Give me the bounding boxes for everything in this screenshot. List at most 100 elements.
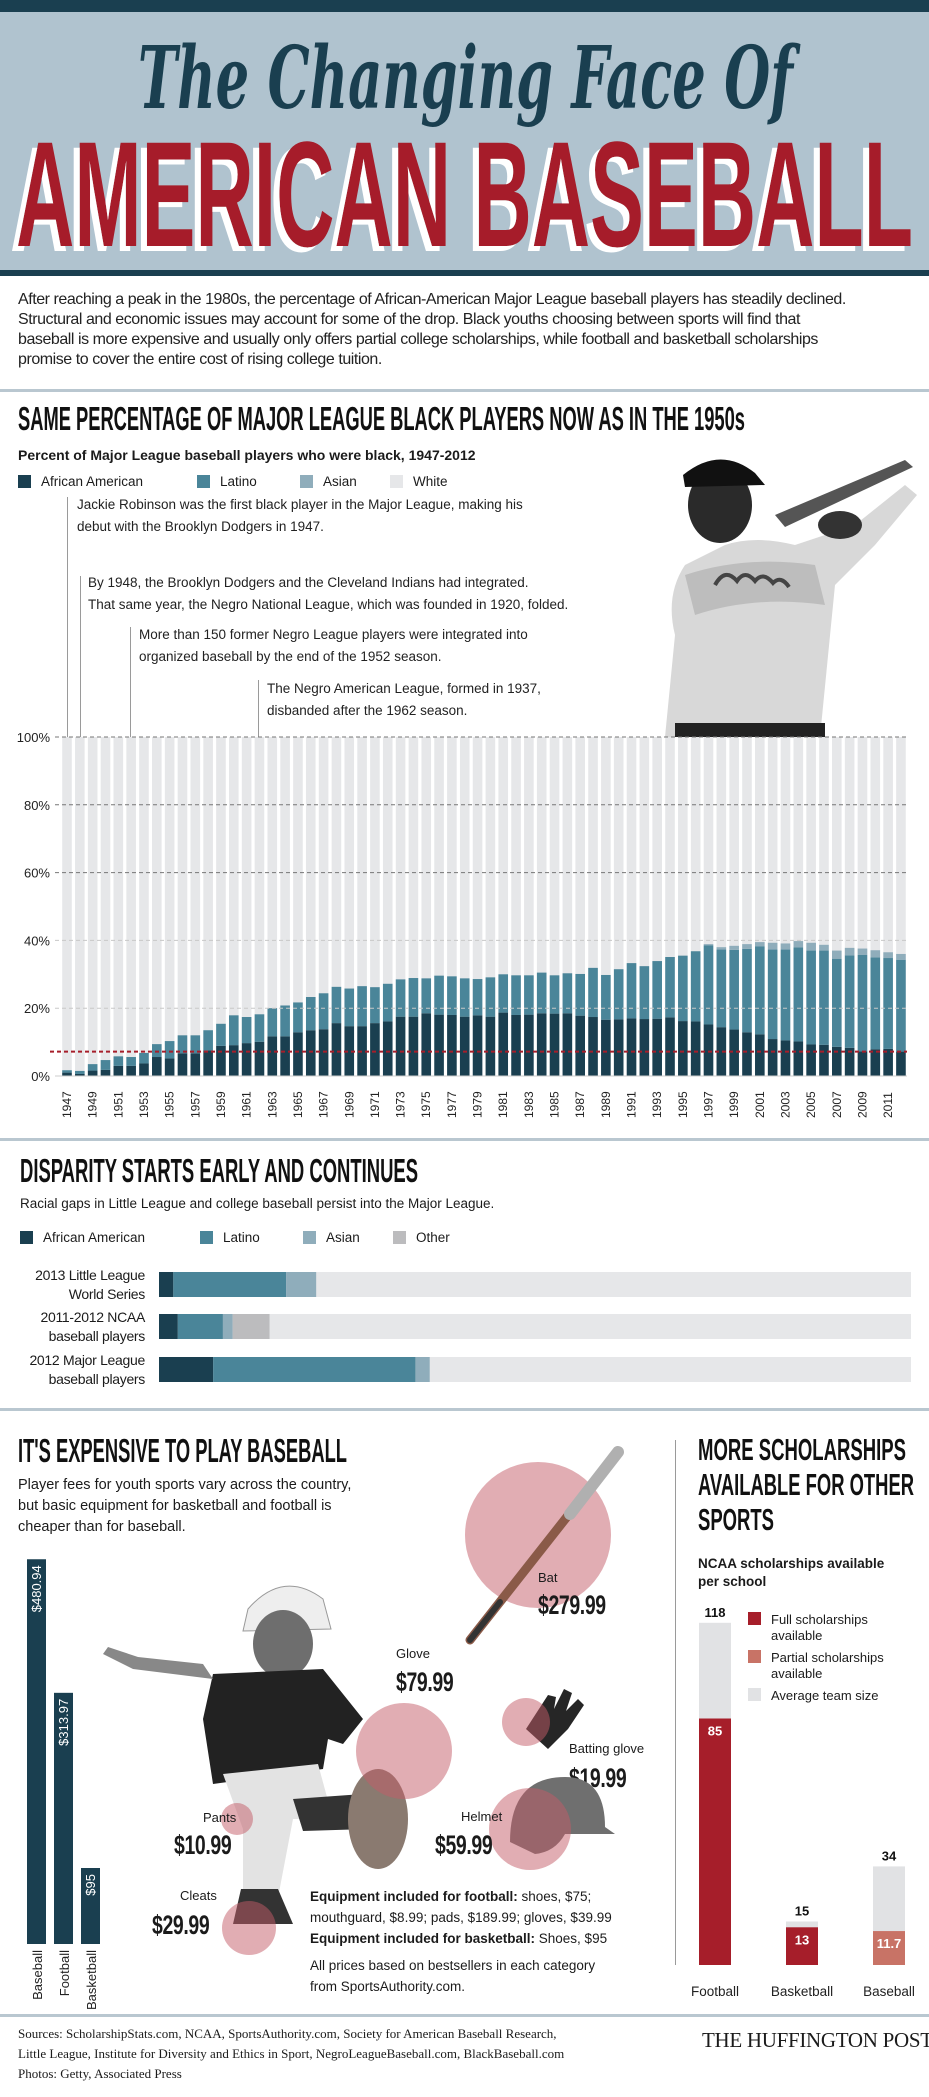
x-tick-label: 1959 — [214, 1091, 228, 1118]
bar-asian-2002 — [767, 942, 778, 950]
bar-white-1986 — [562, 737, 573, 1076]
bar-asian-1998 — [716, 947, 727, 950]
legend-swatch — [748, 1612, 761, 1625]
bar-african-american-1985 — [549, 1013, 560, 1076]
bar-asian-2001 — [755, 942, 765, 947]
bar-white-1961 — [241, 737, 252, 1076]
legend-asian: Asian — [300, 474, 357, 489]
annotation-leader-line — [258, 680, 259, 737]
x-tick-label: 1975 — [419, 1091, 433, 1118]
section1-title-text: SAME PERCENTAGE OF MAJOR LEAGUE BLACK PL… — [18, 400, 745, 437]
bar-white-1983 — [524, 737, 534, 1076]
bar-african-american-2003 — [780, 1040, 791, 1076]
bar-white-1990 — [613, 737, 624, 1076]
bar-white-1954 — [152, 737, 162, 1076]
bar-african-american-1962 — [254, 1041, 265, 1076]
section4-title-line: MORE SCHOLARSHIPS — [698, 1432, 906, 1467]
x-tick-label: 1947 — [60, 1091, 74, 1118]
bar-african-american-1987 — [575, 1015, 585, 1076]
bar-white-1957 — [190, 737, 201, 1076]
bar-latino-1988 — [588, 967, 598, 1018]
team-size-label: 118 — [705, 1605, 726, 1620]
bar-african-american-1954 — [152, 1057, 162, 1076]
bar-latino-1954 — [152, 1044, 162, 1058]
bar-segment-african-american — [159, 1314, 178, 1339]
bar-african-american-1993 — [652, 1018, 662, 1076]
bar-african-american-1958 — [203, 1050, 213, 1076]
section3-title: IT'S EXPENSIVE TO PLAY BASEBALL — [18, 1432, 347, 1469]
bar-african-american-1990 — [613, 1019, 624, 1076]
legend-african-american: African American — [20, 1230, 145, 1245]
chart2-subtitle: Racial gaps in Little League and college… — [20, 1196, 495, 1211]
legend-label: Asian — [323, 474, 357, 489]
legend-label: African American — [43, 1230, 146, 1245]
bar-african-american-1967 — [318, 1029, 329, 1076]
cost-bar-baseball — [27, 1559, 46, 1944]
x-tick-label: 1963 — [265, 1091, 279, 1118]
sport-label: Football — [691, 1984, 739, 1999]
bar-african-american-2009 — [857, 1051, 868, 1076]
x-tick-label: 1949 — [86, 1091, 100, 1118]
bar-asian-2007 — [832, 950, 842, 959]
legend-label: Latino — [220, 474, 257, 489]
bar-african-american-1959 — [216, 1045, 226, 1076]
legend-label: Asian — [326, 1230, 360, 1245]
dodgers-logo-lettering — [713, 573, 791, 589]
bar-african-american-1965 — [293, 1032, 303, 1076]
bar-segment-asian — [415, 1357, 430, 1382]
x-tick-label: 1997 — [702, 1091, 716, 1118]
annotation-line: organized baseball by the end of the 195… — [139, 649, 442, 664]
bar-white-1982 — [511, 737, 521, 1076]
intro-paragraph: After reaching a peak in the 1980s, the … — [18, 290, 918, 370]
bar-latino-1973 — [395, 979, 406, 1017]
bar-african-american-1951 — [113, 1065, 124, 1076]
bar-white-1972 — [382, 737, 393, 1076]
bar-african-american-2005 — [806, 1044, 816, 1076]
huffington-post-logo[interactable]: THE HUFFINGTON POST — [702, 2028, 929, 2052]
scholarship-value-label: 11.7 — [877, 1936, 902, 1951]
bar-white-1976 — [434, 737, 444, 1076]
y-tick-label: 80% — [24, 798, 50, 813]
annotation-line: More than 150 former Negro League player… — [139, 627, 528, 642]
bar-african-american-1986 — [562, 1013, 573, 1076]
x-tick-label: 2009 — [855, 1091, 869, 1118]
bar-latino-1952 — [126, 1057, 136, 1066]
x-tick-label: 1983 — [522, 1091, 536, 1118]
cost-category-label: Basketball — [84, 1950, 99, 2010]
bar-african-american-1968 — [331, 1023, 342, 1076]
intro-line: After reaching a peak in the 1980s, the … — [18, 291, 846, 308]
bar-latino-1967 — [318, 993, 329, 1030]
bar-african-american-1980 — [485, 1016, 496, 1076]
legend-label: Full scholarships available — [771, 1612, 868, 1643]
annotation-1962: The Negro American League, formed in 193… — [267, 678, 541, 722]
cleats-price: $29.99 — [152, 1910, 210, 1940]
legend-swatch — [748, 1650, 761, 1663]
x-tick-label: 2011 — [881, 1092, 895, 1118]
bar-african-american-1952 — [126, 1065, 136, 1076]
bar-latino-2012 — [896, 959, 906, 1052]
bar-latino-1983 — [524, 975, 534, 1015]
bar-white-1979 — [472, 737, 483, 1076]
bar-latino-1960 — [228, 1015, 239, 1046]
bar-white-1989 — [601, 737, 611, 1076]
legend-label: African American — [41, 474, 144, 489]
annotation-leader-line — [67, 497, 68, 737]
legend-swatch — [748, 1688, 761, 1701]
bar-african-american-1982 — [511, 1014, 521, 1076]
bar-latino-1982 — [511, 975, 521, 1015]
section4-title: MORE SCHOLARSHIPS AVAILABLE FOR OTHER SP… — [698, 1432, 914, 1537]
section4-title-line: AVAILABLE FOR OTHER — [698, 1467, 914, 1502]
x-tick-label: 1993 — [650, 1091, 664, 1118]
bar-african-american-1984 — [536, 1013, 547, 1076]
bar-white-1951 — [113, 737, 124, 1076]
pants-price-circle — [221, 1803, 253, 1835]
bar-white-2008 — [844, 737, 855, 1076]
bar-african-american-1947 — [62, 1072, 72, 1076]
bar-white-1998 — [716, 737, 727, 1076]
bar-white-1991 — [626, 737, 637, 1076]
title-line-1: The Changing Face Of — [138, 28, 801, 129]
x-tick-label: 1987 — [573, 1091, 587, 1118]
bar-white-1960 — [228, 737, 239, 1076]
bar-white-1970 — [357, 737, 367, 1076]
glove-label: Glove — [396, 1646, 430, 1661]
